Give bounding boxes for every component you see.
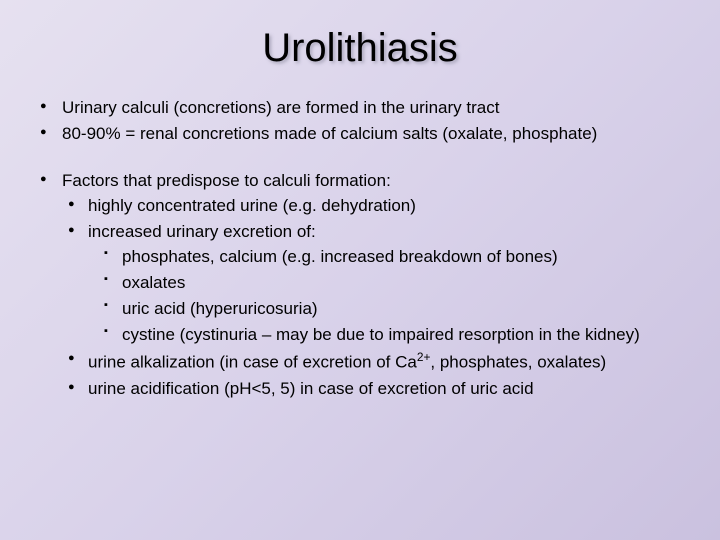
- slide: Urolithiasis Urinary calculi (concretion…: [0, 0, 720, 540]
- list-item: 80-90% = renal concretions made of calci…: [36, 123, 690, 146]
- list-item-text: Factors that predispose to calculi forma…: [62, 171, 391, 190]
- list-item: cystine (cystinuria – may be due to impa…: [98, 324, 690, 347]
- list-item: Urinary calculi (concretions) are formed…: [36, 97, 690, 120]
- sub-list: highly concentrated urine (e.g. dehydrat…: [62, 195, 690, 401]
- list-item: uric acid (hyperuricosuria): [98, 298, 690, 321]
- list-item: urine alkalization (in case of excretion…: [62, 349, 690, 375]
- list-item-text: increased urinary excretion of:: [88, 222, 316, 241]
- list-item: highly concentrated urine (e.g. dehydrat…: [62, 195, 690, 218]
- list-item: Factors that predispose to calculi forma…: [36, 170, 690, 401]
- list-item: increased urinary excretion of: phosphat…: [62, 221, 690, 347]
- list-item: oxalates: [98, 272, 690, 295]
- subsub-list: phosphates, calcium (e.g. increased brea…: [98, 246, 690, 347]
- bullet-list: Urinary calculi (concretions) are formed…: [36, 97, 690, 401]
- list-item: phosphates, calcium (e.g. increased brea…: [98, 246, 690, 269]
- slide-title: Urolithiasis: [30, 26, 690, 71]
- list-spacer: [36, 149, 690, 167]
- list-item: urine acidification (pH<5, 5) in case of…: [62, 378, 690, 401]
